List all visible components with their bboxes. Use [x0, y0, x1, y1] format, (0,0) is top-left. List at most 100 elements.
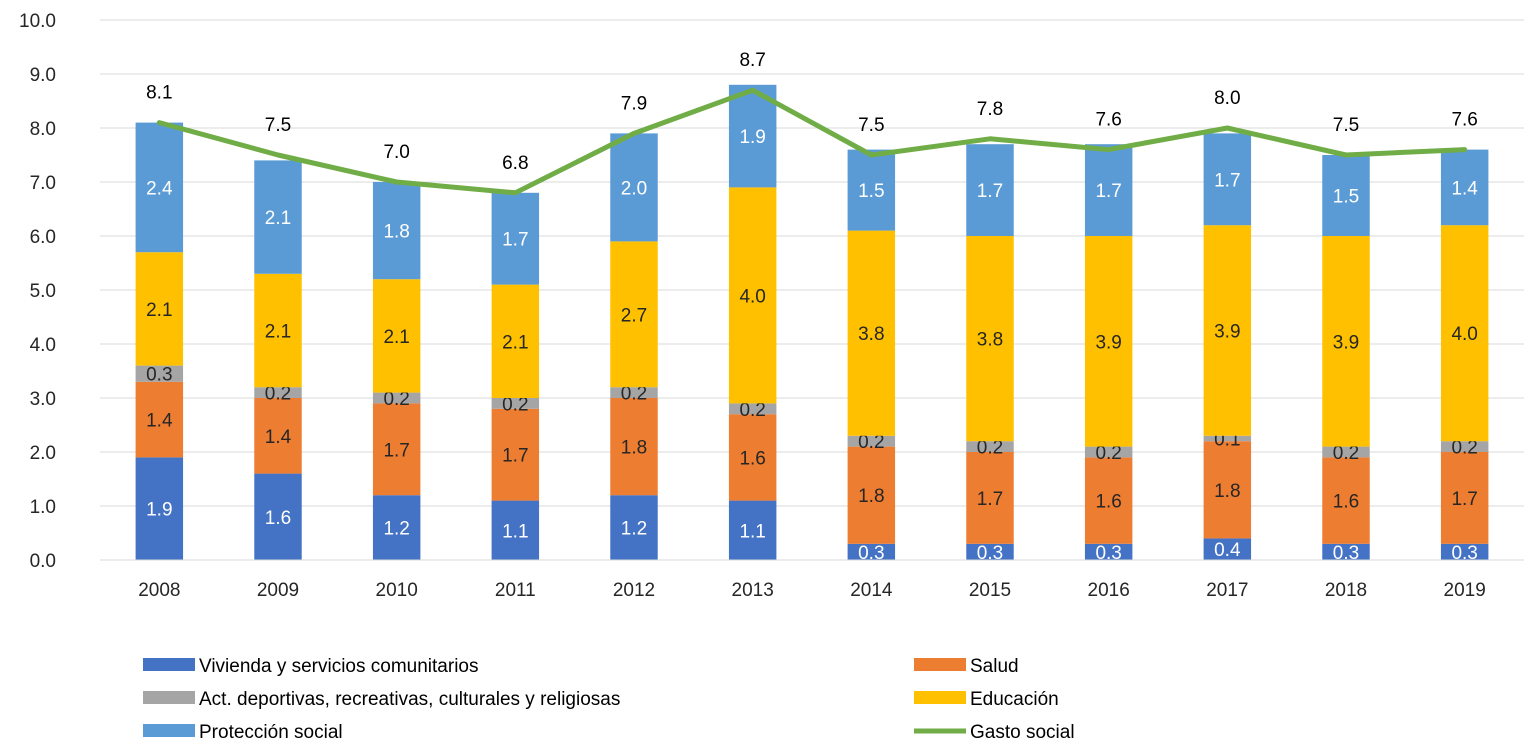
bar-segment [1322, 446, 1370, 458]
data-label: 0.2 [621, 384, 647, 405]
y-tick-label: 0.0 [30, 551, 56, 572]
data-label: 0.2 [383, 389, 409, 410]
data-label: 1.6 [265, 508, 291, 529]
legend-entry: Educación [914, 689, 1059, 710]
data-label: 0.2 [1333, 443, 1359, 464]
bar-segment [610, 495, 658, 560]
bar-segment [610, 133, 658, 242]
data-label: 2.1 [383, 327, 409, 348]
bar-segment [1084, 236, 1133, 447]
data-label: 0.3 [146, 365, 172, 386]
data-label: 4.0 [739, 286, 765, 307]
legend-label: Salud [970, 656, 1019, 677]
bar-segment [491, 500, 540, 560]
data-label: 1.9 [739, 127, 765, 148]
series-line-gasto-social [156, 87, 1468, 196]
data-label: 1.7 [502, 230, 528, 251]
data-label: 1.1 [502, 521, 528, 542]
data-label: 1.6 [1333, 492, 1359, 513]
data-label: 0.2 [977, 438, 1003, 459]
bar-segment [1322, 155, 1370, 236]
x-tick-label: 2012 [613, 580, 655, 601]
bar-segment [491, 408, 540, 501]
data-label: 4.0 [1451, 324, 1477, 345]
bar-segment [1440, 149, 1489, 226]
bar-segment [847, 149, 896, 231]
data-label: 2.0 [621, 178, 647, 199]
data-label: 1.9 [146, 500, 172, 521]
legend-entry: Act. deportivas, recreativas, culturales… [143, 689, 620, 710]
bar-segment [135, 457, 184, 560]
data-label: 0.3 [1451, 543, 1477, 564]
bar-segment [1084, 446, 1133, 458]
y-tick-label: 1.0 [30, 497, 56, 518]
x-tick-label: 2019 [1444, 580, 1486, 601]
data-label: 0.2 [739, 400, 765, 421]
x-tick-label: 2018 [1325, 580, 1367, 601]
gridlines [100, 19, 1524, 561]
bar-segment [254, 398, 302, 474]
data-label: 2.7 [621, 305, 647, 326]
bar-segment [1322, 236, 1370, 447]
y-tick-label: 8.0 [30, 119, 56, 140]
legend-label: Educación [970, 689, 1059, 710]
x-tick-label: 2015 [969, 580, 1011, 601]
total-label: 7.5 [265, 115, 291, 136]
data-label: 2.1 [265, 208, 291, 229]
bar-segment [1322, 457, 1370, 544]
data-label: 0.3 [1333, 543, 1359, 564]
data-label: 3.9 [1214, 322, 1240, 343]
data-label: 1.2 [621, 519, 647, 540]
bar-segment [847, 446, 896, 544]
data-label: 2.1 [502, 332, 528, 353]
y-tick-label: 9.0 [30, 65, 56, 86]
total-label: 8.1 [146, 83, 172, 104]
x-tick-label: 2008 [138, 580, 180, 601]
bar-segment [254, 473, 302, 560]
total-label: 7.8 [977, 99, 1003, 120]
bar-segment [254, 273, 302, 388]
total-label: 8.0 [1214, 88, 1240, 109]
bar-segment [847, 543, 896, 560]
x-tick-label: 2016 [1088, 580, 1130, 601]
legend-label: Vivienda y servicios comunitarios [199, 656, 479, 677]
total-line: 8.1 7.5 7.0 6.8 7.9 8.7 7.5 7.8 7.6 8.0 7.5 7.6 [146, 50, 1478, 196]
bar-segment [491, 192, 540, 285]
bar-segment [491, 284, 540, 398]
total-label: 7.6 [1451, 110, 1477, 131]
bar-segment [372, 495, 421, 560]
x-tick-label: 2011 [495, 580, 536, 601]
bar-segment [1084, 144, 1133, 236]
bar-segment [728, 403, 777, 415]
legend-entry: Vivienda y servicios comunitarios [143, 656, 479, 677]
data-label: 0.2 [1095, 443, 1121, 464]
legend-swatch [143, 658, 195, 671]
data-label: 1.7 [502, 446, 528, 467]
total-label: 7.6 [1095, 110, 1121, 131]
y-tick-label: 6.0 [30, 227, 56, 248]
bar-segment [728, 187, 777, 404]
data-label: 1.8 [621, 438, 647, 459]
y-tick-label: 5.0 [30, 281, 56, 302]
data-label: 0.4 [1214, 540, 1241, 561]
bar-segment [610, 387, 658, 398]
bar-segment [491, 398, 540, 409]
legend: Vivienda y servicios comunitarios Salud Ac… [143, 656, 1075, 741]
bar-segment [1322, 543, 1370, 560]
bar-segment [254, 387, 302, 398]
total-label: 7.0 [383, 142, 409, 163]
bar-segment [728, 414, 777, 501]
data-label: 1.8 [1214, 481, 1240, 502]
bar-segment [1203, 441, 1252, 539]
bar-segment [1203, 435, 1252, 442]
data-label: 1.5 [1333, 187, 1359, 208]
bar-segment [135, 365, 184, 382]
data-label: 0.2 [502, 394, 528, 415]
data-label: 1.7 [1214, 170, 1240, 191]
data-label: 0.2 [858, 432, 884, 453]
bar-segment [372, 279, 421, 393]
data-label: 0.2 [1451, 438, 1477, 459]
bar-segment [966, 144, 1014, 236]
bar-segment [966, 441, 1014, 452]
data-label: 1.8 [858, 486, 884, 507]
